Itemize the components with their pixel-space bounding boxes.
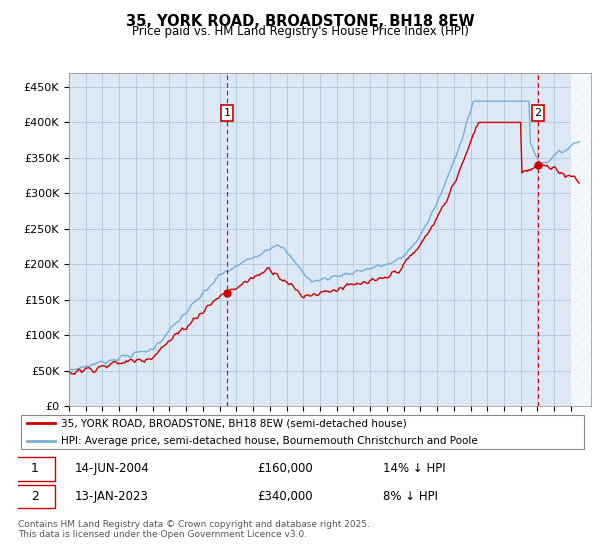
Text: 2: 2	[31, 490, 39, 503]
Text: 1: 1	[224, 108, 230, 118]
Text: 35, YORK ROAD, BROADSTONE, BH18 8EW (semi-detached house): 35, YORK ROAD, BROADSTONE, BH18 8EW (sem…	[61, 418, 407, 428]
Text: £340,000: £340,000	[257, 490, 313, 503]
Text: 35, YORK ROAD, BROADSTONE, BH18 8EW: 35, YORK ROAD, BROADSTONE, BH18 8EW	[125, 14, 475, 29]
Text: 1: 1	[31, 463, 39, 475]
FancyBboxPatch shape	[21, 414, 584, 449]
FancyBboxPatch shape	[15, 485, 55, 508]
Text: Price paid vs. HM Land Registry's House Price Index (HPI): Price paid vs. HM Land Registry's House …	[131, 25, 469, 38]
Text: 14-JUN-2004: 14-JUN-2004	[75, 463, 150, 475]
Bar	[571, 73, 591, 406]
Text: £160,000: £160,000	[257, 463, 313, 475]
Text: Contains HM Land Registry data © Crown copyright and database right 2025.
This d: Contains HM Land Registry data © Crown c…	[18, 520, 370, 539]
Text: 13-JAN-2023: 13-JAN-2023	[75, 490, 149, 503]
Text: 2: 2	[535, 108, 542, 118]
Text: HPI: Average price, semi-detached house, Bournemouth Christchurch and Poole: HPI: Average price, semi-detached house,…	[61, 436, 478, 446]
FancyBboxPatch shape	[15, 457, 55, 480]
Text: 14% ↓ HPI: 14% ↓ HPI	[383, 463, 445, 475]
Bar	[571, 73, 591, 406]
Text: 8% ↓ HPI: 8% ↓ HPI	[383, 490, 438, 503]
